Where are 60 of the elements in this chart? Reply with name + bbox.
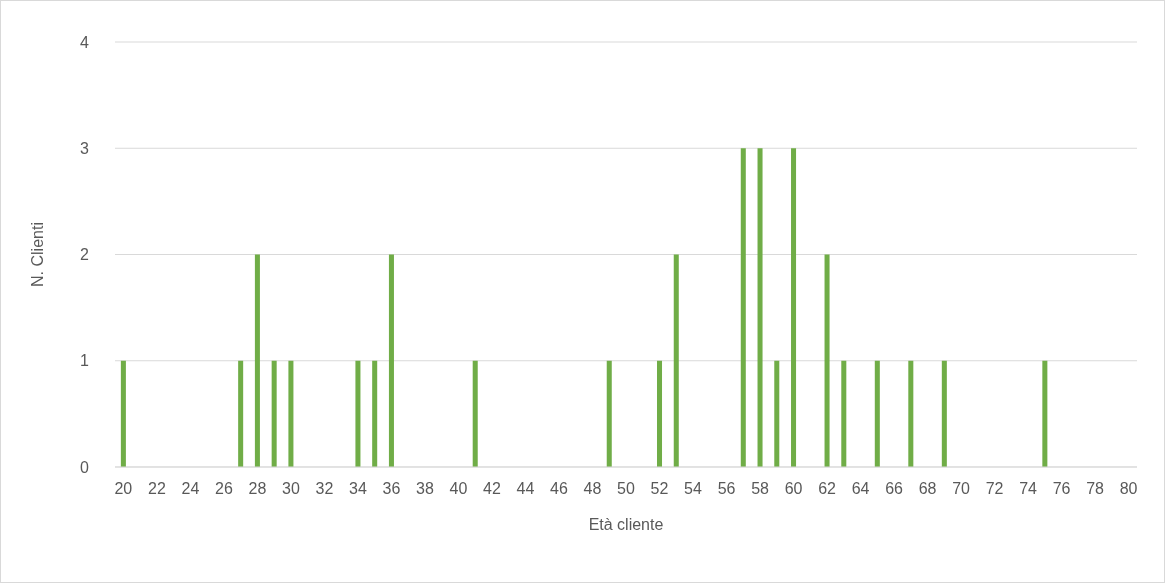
x-tick-label: 54 xyxy=(684,480,703,497)
x-tick-label: 70 xyxy=(952,480,971,497)
bar xyxy=(288,360,294,467)
y-tick-label: 0 xyxy=(80,458,90,476)
x-tick-label: 42 xyxy=(483,480,501,497)
x-tick-label: 30 xyxy=(282,480,300,497)
x-tick-label: 48 xyxy=(583,480,602,497)
x-tick-label: 56 xyxy=(717,480,736,497)
x-tick-label: 60 xyxy=(784,480,803,497)
x-tick-label: 26 xyxy=(215,480,233,497)
x-axis-title: Età cliente xyxy=(588,516,664,533)
x-tick-label: 40 xyxy=(449,480,468,497)
bar xyxy=(388,254,394,467)
x-tick-label: 66 xyxy=(885,480,904,497)
bar xyxy=(673,254,679,467)
x-tick-label: 44 xyxy=(516,480,535,497)
x-tick-label: 78 xyxy=(1086,480,1105,497)
bar xyxy=(908,360,914,467)
x-tick-label: 22 xyxy=(147,480,166,497)
bar xyxy=(254,254,260,467)
bar xyxy=(472,360,478,467)
y-tick-label: 1 xyxy=(80,352,90,370)
bar xyxy=(238,360,244,467)
x-tick-label: 50 xyxy=(617,480,635,497)
bar xyxy=(791,148,797,467)
x-tick-label: 24 xyxy=(181,480,200,497)
bar xyxy=(874,360,880,467)
bar xyxy=(606,360,612,467)
bar xyxy=(1042,360,1048,467)
x-tick-label: 74 xyxy=(1019,480,1038,497)
x-tick-label: 32 xyxy=(315,480,334,497)
y-axis-title: N. Clienti xyxy=(29,222,46,287)
x-tick-label: 38 xyxy=(416,480,434,497)
x-tick-label: 34 xyxy=(349,480,367,497)
x-tick-label: 62 xyxy=(818,480,837,497)
x-tick-label: 46 xyxy=(550,480,568,497)
x-tick-label: 20 xyxy=(114,480,133,497)
bar xyxy=(824,254,830,467)
x-tick-label: 68 xyxy=(918,480,937,497)
bar xyxy=(271,360,277,467)
x-tick-label: 76 xyxy=(1052,480,1071,497)
bar xyxy=(372,360,378,467)
x-tick-label: 64 xyxy=(851,480,870,497)
x-tick-label: 52 xyxy=(650,480,669,497)
bar xyxy=(355,360,361,467)
bar xyxy=(941,360,947,467)
x-tick-label: 36 xyxy=(382,480,401,497)
x-tick-label: 58 xyxy=(751,480,770,497)
bar xyxy=(740,148,746,467)
x-tick-label: 28 xyxy=(248,480,267,497)
bar xyxy=(841,360,847,467)
x-tick-label: 80 xyxy=(1119,480,1138,497)
y-tick-label: 3 xyxy=(80,139,90,157)
y-tick-label: 4 xyxy=(80,33,90,51)
bar xyxy=(120,360,126,467)
bar xyxy=(757,148,763,467)
x-tick-label: 72 xyxy=(985,480,1004,497)
y-tick-label: 2 xyxy=(80,246,90,264)
bar xyxy=(657,360,663,467)
bar xyxy=(774,360,780,467)
